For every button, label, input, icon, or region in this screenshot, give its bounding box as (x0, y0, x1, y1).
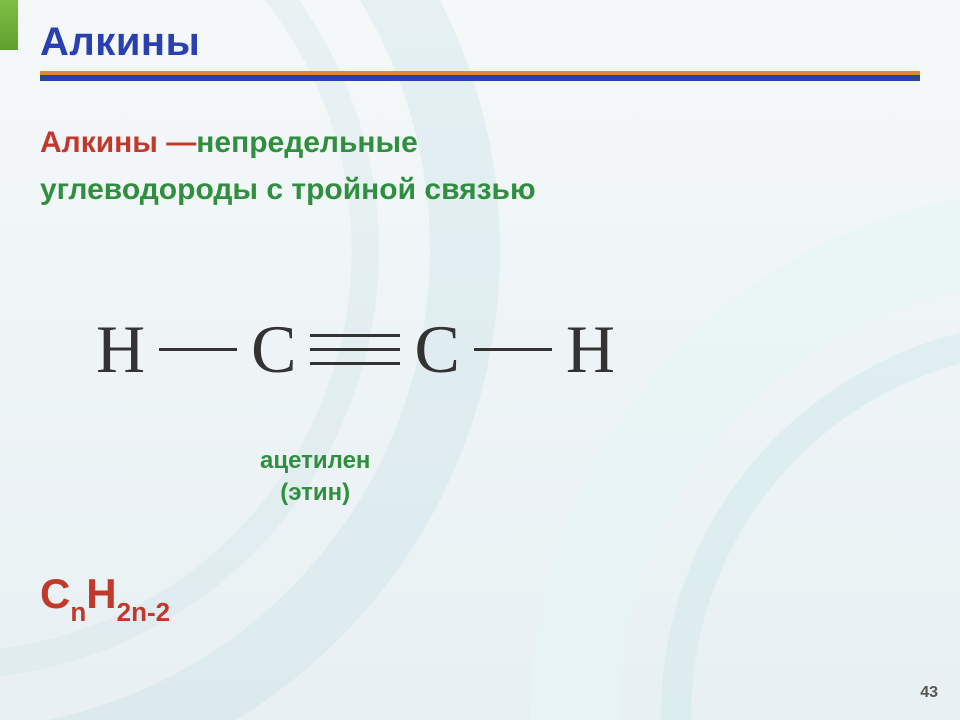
triple-bond (310, 334, 400, 365)
definition: Алкины —непредельные углеводороды с трой… (40, 120, 536, 213)
definition-line2: углеводороды с тройной связью (40, 167, 536, 214)
divider (40, 71, 920, 81)
divider-blue (40, 75, 920, 81)
definition-term: Алкины — (40, 126, 196, 159)
page-number: 43 (920, 684, 938, 702)
slide: Алкины Алкины —непредельные углеводороды… (0, 0, 960, 720)
molecule-label-line1: ацетилен (260, 445, 370, 477)
molecule-label-line2: (этин) (260, 477, 370, 509)
molecule: H C C H (90, 310, 621, 389)
bg-ring (530, 190, 960, 720)
definition-rest1: непредельные (196, 126, 418, 159)
atom-c: C (245, 310, 302, 389)
atom-h: H (560, 310, 621, 389)
bg-ring (661, 321, 960, 720)
single-bond (474, 348, 552, 351)
molecule-label: ацетилен (этин) (260, 445, 370, 510)
page-title: Алкины (40, 20, 920, 65)
accent-box (0, 0, 18, 50)
single-bond (159, 348, 237, 351)
title-bar: Алкины (40, 20, 920, 81)
atom-h: H (90, 310, 151, 389)
general-formula: CnH2n-2 (40, 570, 170, 624)
atom-c: C (408, 310, 465, 389)
